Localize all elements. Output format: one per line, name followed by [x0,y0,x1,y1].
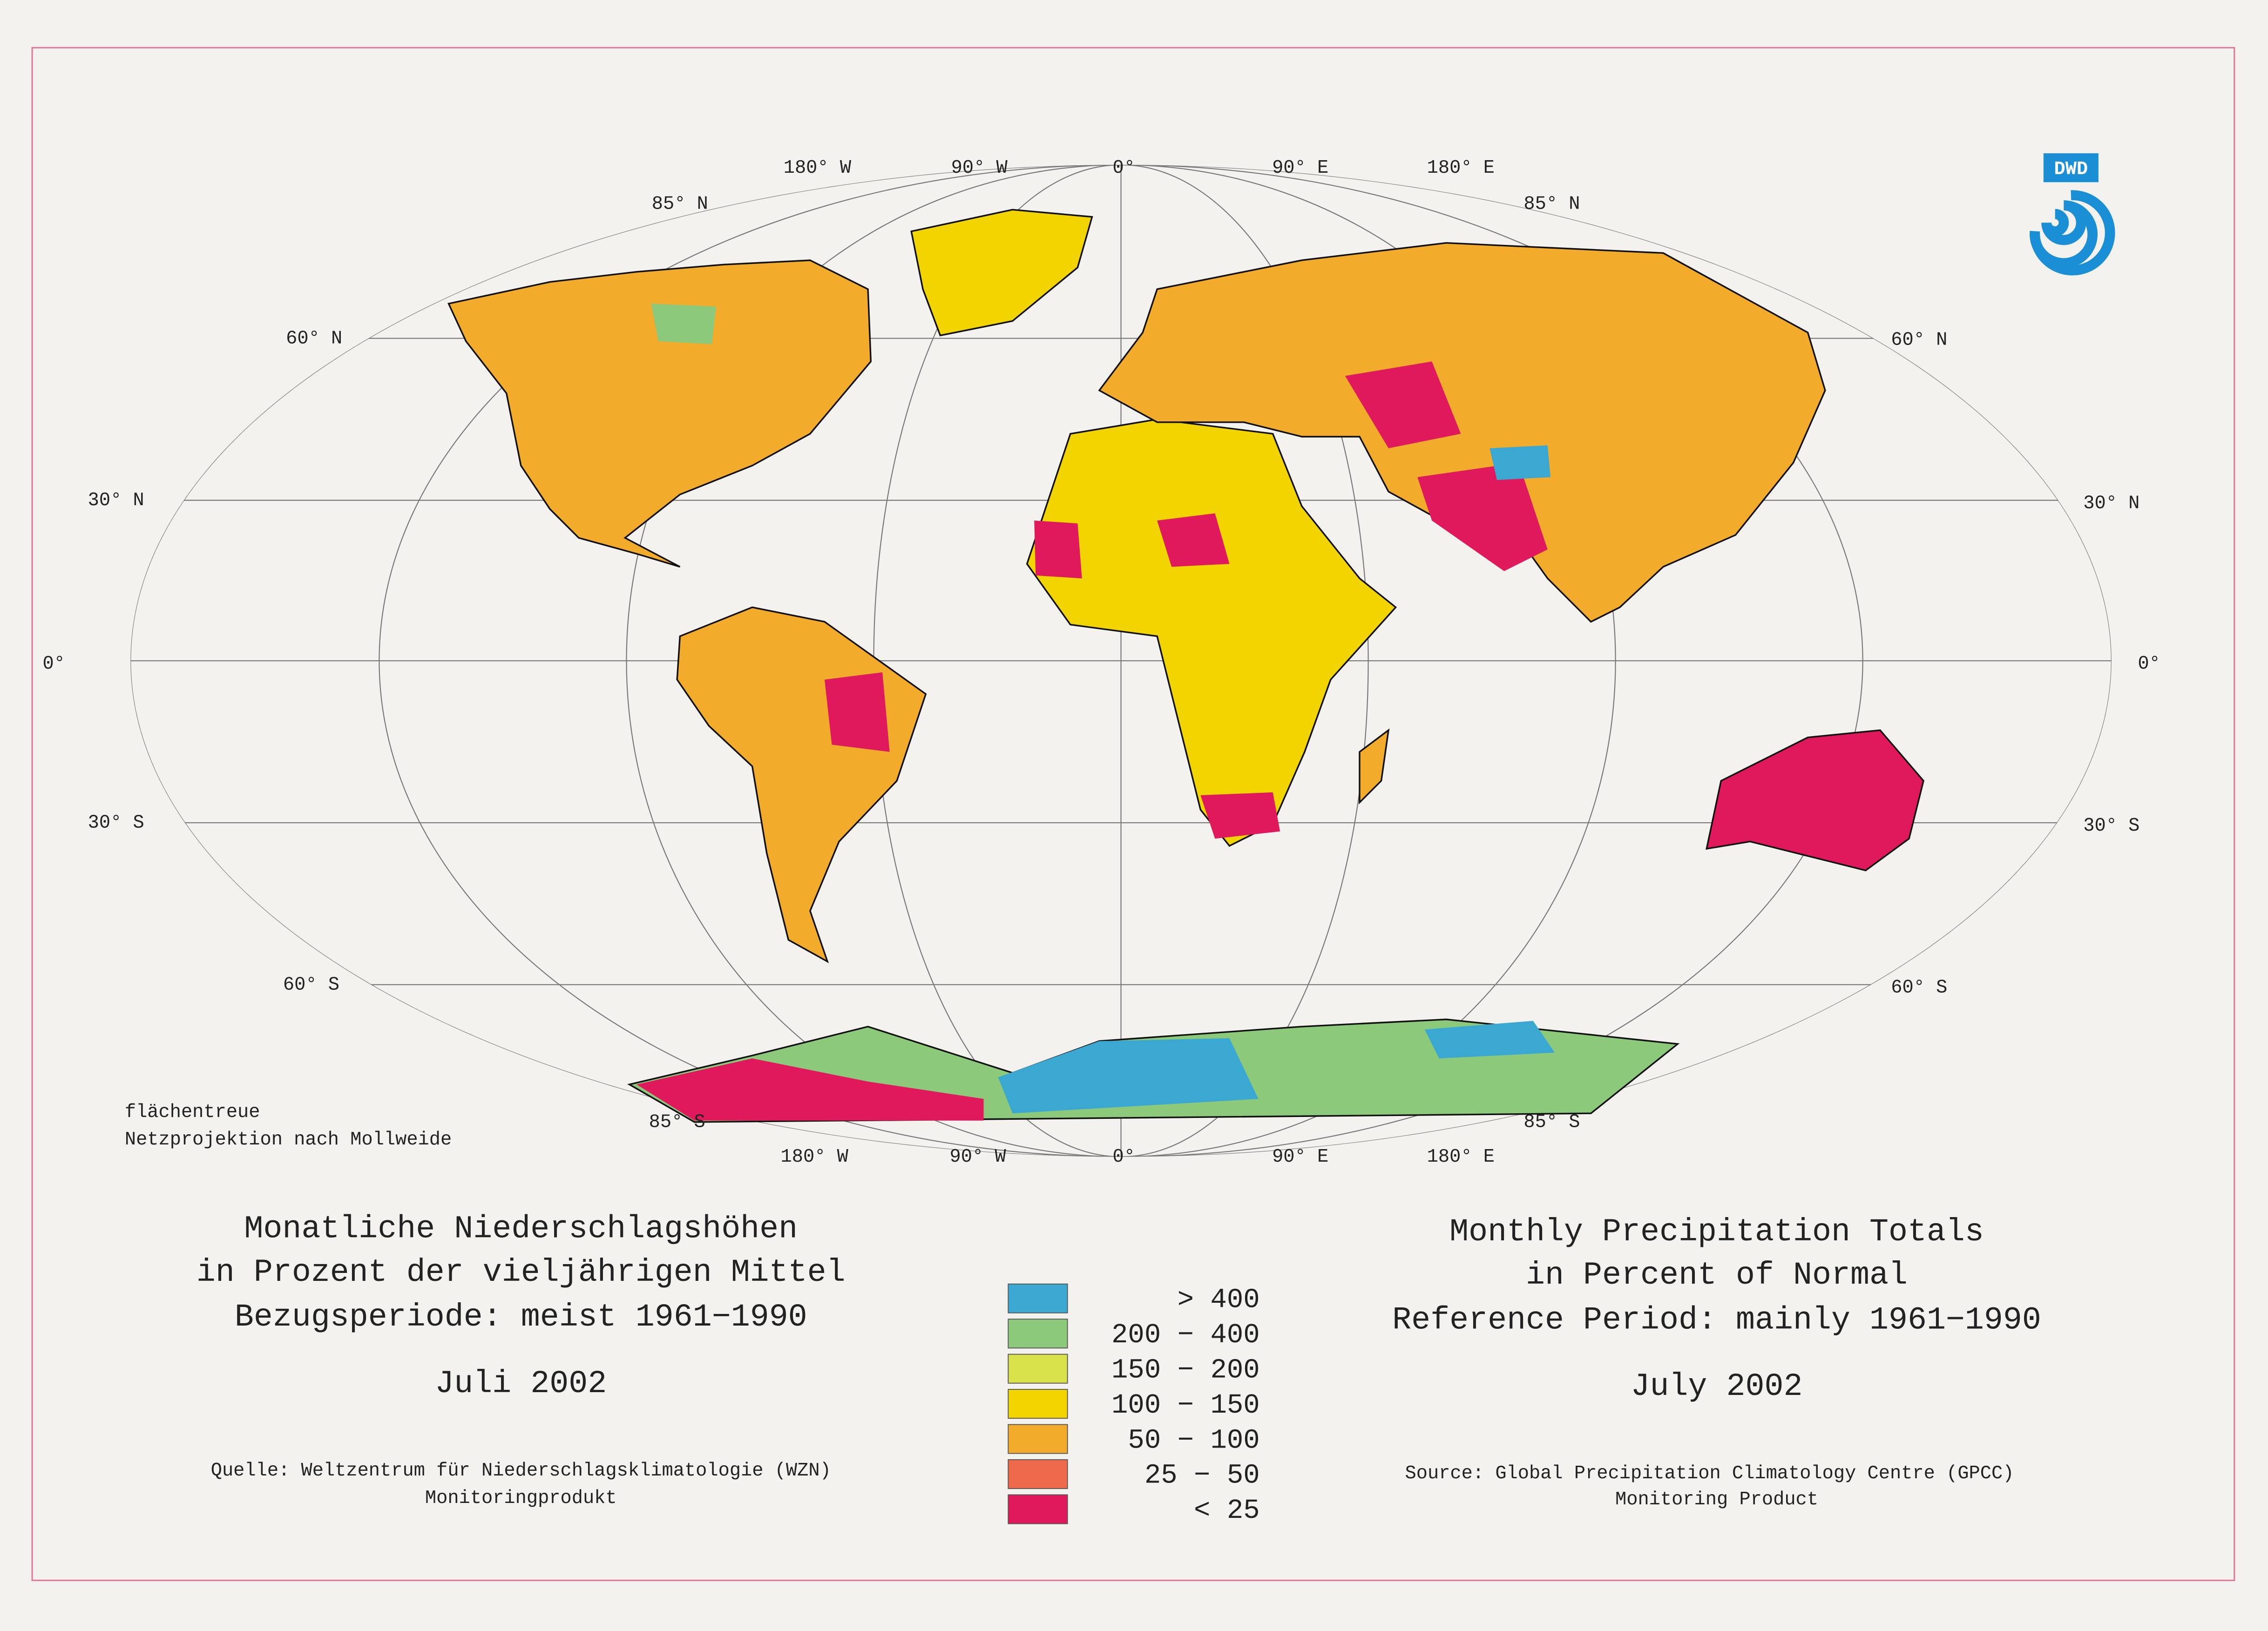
lon-label: 180° E [1427,157,1495,179]
title-de: Monatliche Niederschlagshöhen in Prozent… [196,1211,846,1509]
legend-label: 50 − 100 [1128,1425,1259,1456]
lon-label: 90° E [1272,157,1328,179]
source: Monitoringprodukt [425,1488,617,1509]
lat-label: 60° S [283,975,339,996]
lon-label: 180° E [1427,1146,1495,1168]
lat-label: 85° S [649,1112,705,1133]
logo-swirl [2030,190,2115,276]
lat-label: 30° N [2083,493,2139,514]
lat-label: 30° N [88,490,144,511]
border [31,47,2235,1581]
lat-labels: 85° N 60° N 30° N 0° 30° S 60° S 85° S 8… [42,194,2160,1133]
lat-label: 30° S [88,812,144,834]
lon-label: 90° W [951,157,1008,179]
title-line: Monatliche Niederschlagshöhen [244,1211,798,1247]
lon-label: 180° W [784,157,852,179]
lat-label: 0° [42,653,65,675]
legend-swatch [1008,1389,1068,1419]
title-en: Monthly Precipitation Totals in Percent … [1392,1214,2041,1510]
legend-label: 150 − 200 [1111,1354,1260,1386]
source: Source: Global Precipitation Climatology… [1405,1463,2014,1484]
lat-label: 0° [2138,653,2160,675]
lon-label: 90° E [1272,1146,1328,1168]
legend-swatch [1008,1494,1068,1524]
title-line: Bezugsperiode: meist 1961−1990 [235,1299,807,1335]
projection-note: flächentreue [125,1102,260,1123]
lat-label: 60° N [1891,329,1947,351]
legend-label: 100 − 150 [1111,1390,1260,1421]
title-line: Reference Period: mainly 1961−1990 [1392,1302,2041,1338]
lat-label: 85° N [1523,194,1580,215]
source: Quelle: Weltzentrum für Niederschlagskli… [211,1460,831,1482]
lat-label: 85° N [652,194,708,215]
lon-label: 0° [1113,157,1135,179]
legend-label: 25 − 50 [1144,1460,1260,1491]
logo-text: DWD [2054,159,2088,180]
logo-box [2043,153,2099,183]
lon-label: 0° [1113,1146,1135,1168]
legend-label: > 400 [1178,1284,1260,1315]
land [447,209,1924,1123]
source: Monitoring Product [1615,1489,1818,1510]
legend-label: < 25 [1194,1495,1260,1526]
lat-label: 60° S [1891,977,1947,999]
legend-swatch [1008,1319,1068,1349]
legend-swatch [1008,1424,1068,1454]
legend-swatch [1008,1459,1068,1489]
projection-note: Netzprojektion nach Mollweide [125,1129,452,1150]
lon-labels: 180° W 90° W 0° 90° E 180° E 180° W 90° … [781,157,1495,1168]
lon-label: 180° W [781,1146,849,1168]
logo: DWD [2030,153,2115,276]
lat-label: 85° S [1523,1112,1580,1133]
legend-swatch [1008,1354,1068,1384]
legend-label: 200 − 400 [1111,1320,1260,1351]
title-month: July 2002 [1631,1368,1803,1405]
graticule [130,165,2112,1157]
title-line: Monthly Precipitation Totals [1449,1214,1984,1250]
title-line: in Prozent der vieljährigen Mittel [196,1254,846,1291]
title-month: Juli 2002 [435,1366,607,1402]
lon-label: 90° W [950,1146,1007,1168]
title-line: in Percent of Normal [1526,1257,1908,1293]
lat-label: 60° N [286,328,342,349]
legend-swatch [1008,1283,1068,1313]
lat-label: 30° S [2083,815,2139,837]
